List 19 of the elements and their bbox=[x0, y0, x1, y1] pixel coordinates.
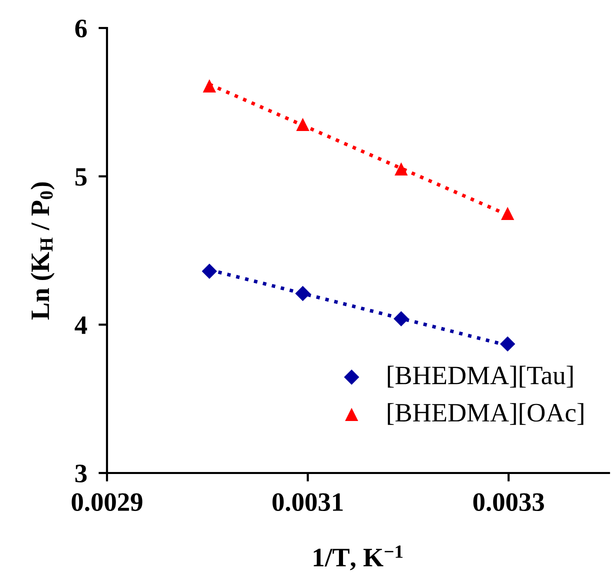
y-tick-label: 3 bbox=[75, 464, 87, 482]
point bbox=[500, 336, 516, 352]
x-tick-label: 0.0029 bbox=[72, 493, 142, 512]
point bbox=[394, 311, 409, 326]
legend-label: [BHEDMA][OAc] bbox=[388, 403, 584, 425]
legend-label: [BHEDMA][Tau] bbox=[388, 366, 573, 388]
y-tick-label: 4 bbox=[74, 316, 88, 334]
x-tick-label: 0.0033 bbox=[473, 493, 544, 512]
point bbox=[202, 264, 218, 279]
point bbox=[394, 162, 408, 176]
y-tick-label: 5 bbox=[75, 168, 87, 186]
y-tick-label: 6 bbox=[75, 20, 87, 38]
point bbox=[295, 286, 310, 302]
y-axis-title: Ln (K$_{H}$ / P$_{0}$) bbox=[30, 182, 55, 320]
point bbox=[501, 206, 514, 220]
point bbox=[296, 118, 310, 132]
x-tick-label: 0.0031 bbox=[272, 493, 343, 512]
x-axis-title: 1/T, K$^{−1}$ bbox=[314, 546, 403, 570]
point bbox=[202, 79, 216, 92]
